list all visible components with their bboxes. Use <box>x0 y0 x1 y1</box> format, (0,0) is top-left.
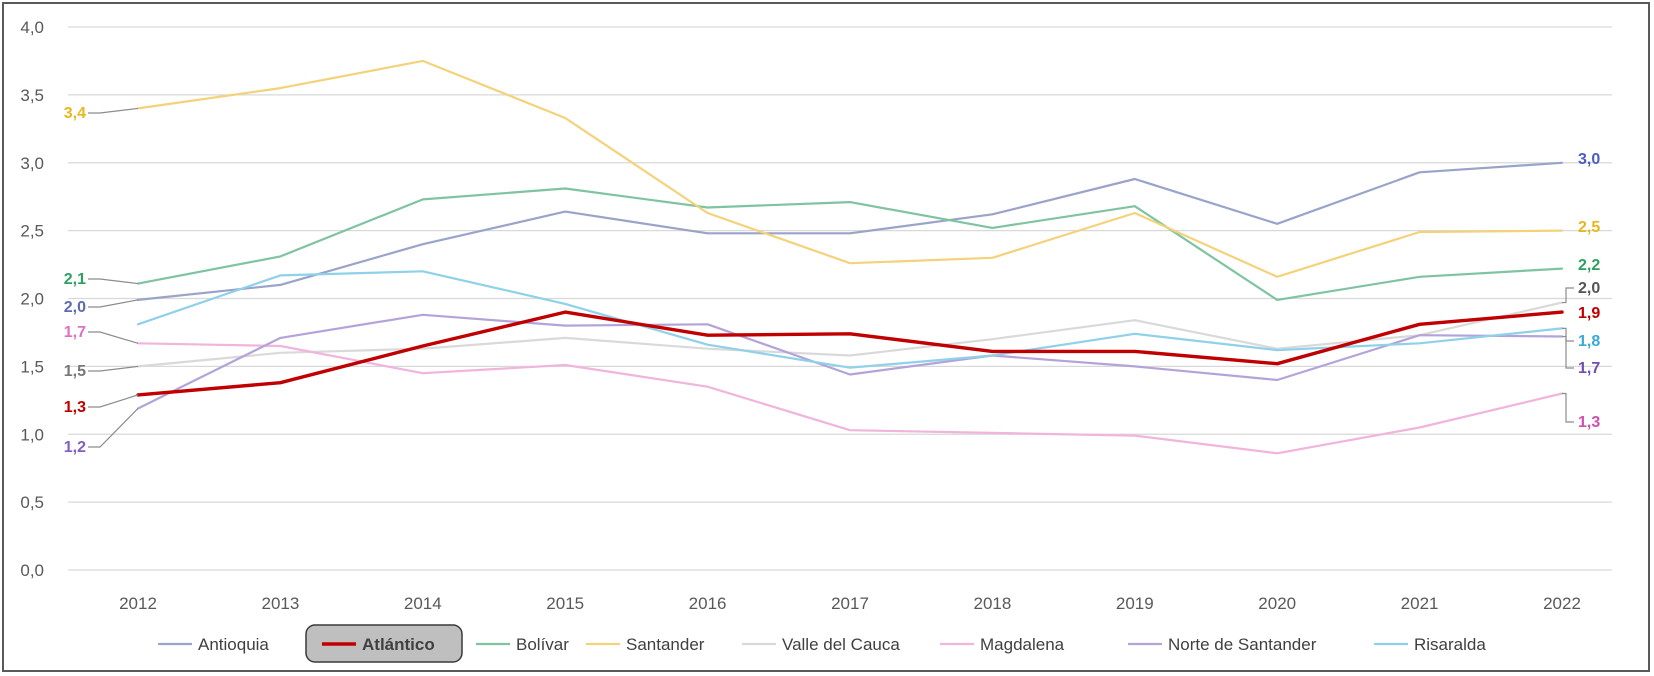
y-tick-label: 3,0 <box>20 154 44 173</box>
y-tick-label: 3,5 <box>20 86 44 105</box>
leader-line <box>88 331 139 344</box>
y-tick-label: 0,5 <box>20 493 44 512</box>
y-tick-label: 0,0 <box>20 561 44 580</box>
x-tick-label: 2014 <box>404 594 442 613</box>
y-tick-label: 4,0 <box>20 18 44 37</box>
start-label: 1,7 <box>64 324 86 341</box>
start-label: 1,5 <box>64 363 86 380</box>
x-tick-label: 2012 <box>119 594 157 613</box>
end-label: 1,8 <box>1578 333 1600 350</box>
leader-line <box>1562 392 1574 423</box>
x-tick-label: 2018 <box>973 594 1011 613</box>
y-tick-label: 2,5 <box>20 222 44 241</box>
leader-line <box>88 394 139 408</box>
legend: Antioquia Atlántico Bolívar Santander Valle … <box>158 624 1486 663</box>
series-line-atlántico <box>136 310 1564 397</box>
y-axis-ticks: 0,0 0,5 1,0 1,5 2,0 2,5 3,0 3,5 4,0 <box>20 18 44 580</box>
end-label: 2,5 <box>1578 219 1600 236</box>
leader-line <box>88 107 139 114</box>
x-tick-label: 2015 <box>546 594 584 613</box>
y-tick-label: 2,0 <box>20 290 44 309</box>
series-line-valle-del-cauca <box>136 301 1564 368</box>
y-tick-label: 1,5 <box>20 357 44 376</box>
x-axis-ticks: 2012 2013 2014 2015 2016 2017 2018 2019 2020 2021… <box>119 594 1581 613</box>
legend-label: Bolívar <box>516 635 569 654</box>
start-label: 2,1 <box>64 271 86 288</box>
legend-label: Antioquia <box>198 635 269 654</box>
legend-label: Risaralda <box>1414 635 1486 654</box>
x-tick-label: 2017 <box>831 594 869 613</box>
end-label: 2,2 <box>1578 257 1600 274</box>
legend-label: Atlántico <box>362 635 435 654</box>
leader-line <box>1562 287 1574 304</box>
legend-label: Norte de Santander <box>1168 635 1317 654</box>
series-line-magdalena <box>136 342 1564 455</box>
legend-highlight <box>305 624 463 663</box>
start-label: 1,3 <box>64 399 86 416</box>
leader-line <box>88 278 139 285</box>
series-line-antioquia <box>136 161 1564 301</box>
gridlines <box>68 26 1612 571</box>
series-line-santander <box>136 59 1564 278</box>
leader-line <box>88 299 139 308</box>
start-label: 2,0 <box>64 299 86 316</box>
end-label: 2,0 <box>1578 280 1600 297</box>
legend-label: Santander <box>626 635 705 654</box>
series-line-bolívar <box>136 187 1564 301</box>
end-label: 1,9 <box>1578 305 1600 322</box>
start-label: 1,2 <box>64 439 86 456</box>
x-tick-label: 2022 <box>1543 594 1581 613</box>
end-label: 3,0 <box>1578 151 1600 168</box>
series-line-risaralda <box>136 270 1564 369</box>
x-tick-label: 2020 <box>1258 594 1296 613</box>
leader-line <box>88 408 139 448</box>
leader-line <box>1562 335 1574 369</box>
data-labels: 2,0 3,0 1,3 1,9 2,1 2,2 3,4 2,5 1,5 2,0 1,7 1,3 1,2 1… <box>64 105 1601 456</box>
series-lines <box>136 59 1564 455</box>
end-label: 1,3 <box>1578 414 1600 431</box>
leader-line <box>1562 327 1574 342</box>
leader-line <box>88 365 139 372</box>
legend-label: Magdalena <box>980 635 1065 654</box>
x-tick-label: 2019 <box>1116 594 1154 613</box>
y-tick-label: 1,0 <box>20 425 44 444</box>
x-tick-label: 2021 <box>1401 594 1439 613</box>
series-line-norte-de-santander <box>136 313 1564 410</box>
end-label: 1,7 <box>1578 360 1600 377</box>
x-tick-label: 2016 <box>689 594 727 613</box>
x-tick-label: 2013 <box>261 594 299 613</box>
legend-label: Valle del Cauca <box>782 635 900 654</box>
start-label: 3,4 <box>64 105 86 122</box>
